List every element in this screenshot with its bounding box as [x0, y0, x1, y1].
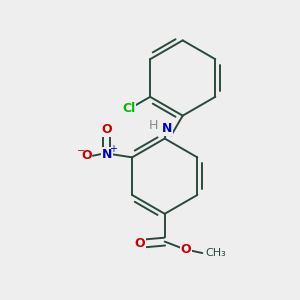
Text: O: O	[135, 237, 146, 250]
Text: N: N	[101, 148, 112, 160]
Text: +: +	[109, 144, 117, 154]
Text: O: O	[101, 123, 112, 136]
Text: Cl: Cl	[122, 102, 135, 115]
Text: N: N	[162, 122, 172, 135]
Text: −: −	[77, 146, 85, 156]
Text: CH₃: CH₃	[206, 248, 226, 258]
Text: O: O	[81, 149, 92, 162]
Text: H: H	[148, 119, 158, 132]
Text: O: O	[181, 243, 191, 256]
